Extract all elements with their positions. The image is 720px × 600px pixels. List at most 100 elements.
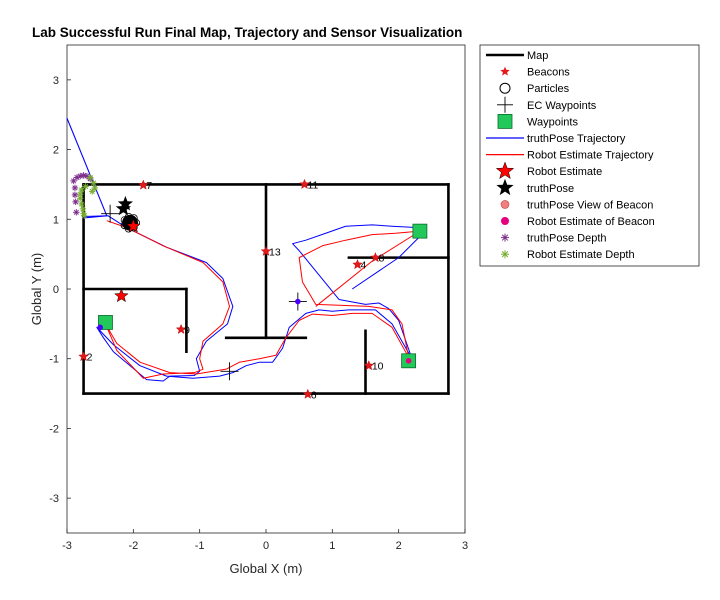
- robot-estimate-trajectory-line: [104, 220, 421, 379]
- beacon-label: 9: [184, 324, 190, 336]
- robot-markers: [114, 195, 141, 303]
- legend-swatch-asterisk: [501, 233, 509, 242]
- legend-item: truthPose Trajectory: [486, 133, 626, 145]
- beacon-marker: [352, 259, 363, 270]
- truthpose-trajectory-line: [83, 215, 426, 382]
- legend-label: truthPose View of Beacon: [527, 199, 653, 211]
- beacons: 7 11 13 48 9 2 10 6: [78, 178, 384, 401]
- legend-item: Robot Estimate Trajectory: [486, 150, 654, 162]
- legend-label: Robot Estimate of Beacon: [527, 216, 655, 228]
- legend-label: Beacons: [527, 67, 570, 79]
- robot-estimate-depth-point: [79, 205, 87, 213]
- y-tick-label: 3: [53, 75, 59, 87]
- beacon-label: 11: [307, 179, 318, 191]
- legend-label: Waypoints: [527, 116, 578, 128]
- truthpose-depth-point: [70, 177, 77, 185]
- waypoints: [98, 223, 428, 369]
- beacon-label: 10: [372, 361, 384, 373]
- robot-estimate-marker: [114, 288, 129, 303]
- legend-label: Map: [527, 50, 548, 62]
- beacon-label: 13: [269, 246, 281, 258]
- legend-item: Robot Estimate of Beacon: [501, 216, 655, 228]
- robot-estimate-marker: [126, 218, 141, 233]
- robot-estimate-depth-point: [77, 195, 84, 202]
- truthpose-depth-point: [72, 198, 79, 206]
- beacon-label: 6: [311, 389, 317, 401]
- legend-swatch-asterisk: [501, 250, 509, 259]
- chart-title: Lab Successful Run Final Map, Trajectory…: [32, 25, 462, 40]
- beacon-view-point: [405, 358, 412, 364]
- beacon-marker: [302, 388, 314, 399]
- legend-swatch-circle: [499, 82, 511, 94]
- legend-swatch-dot: [501, 217, 509, 225]
- robot-estimate-depth-point: [89, 188, 96, 195]
- x-axis-label: Global X (m): [230, 561, 303, 576]
- legend-swatch-star: [500, 66, 510, 76]
- beacon-label: 7: [146, 180, 152, 192]
- x-tick-label: 0: [263, 540, 269, 552]
- legend-item: truthPose View of Beacon: [500, 199, 653, 211]
- beacon-marker: [260, 245, 272, 256]
- robot-estimate-depth-point: [78, 186, 85, 194]
- waypoint-marker: [412, 223, 428, 239]
- x-tick-label: 2: [396, 540, 402, 552]
- truthpose-depth-point: [71, 191, 79, 199]
- legend-label: Particles: [527, 83, 570, 95]
- robot-estimate-depth-point: [78, 200, 85, 208]
- legend-box: [479, 44, 700, 267]
- legend-label: truthPose Trajectory: [527, 133, 626, 145]
- robot-estimate-depth-point: [82, 183, 89, 190]
- legend-label: Robot Estimate Trajectory: [527, 150, 654, 162]
- legend-label: EC Waypoints: [527, 100, 597, 112]
- beacon-view-point: [295, 298, 301, 305]
- particle-marker: [124, 213, 133, 221]
- legend-item: Robot Estimate Depth: [501, 249, 635, 261]
- y-axis-ticks: 3 2 1 0 -1 -2 -3: [49, 75, 71, 505]
- y-tick-label: 1: [53, 214, 59, 226]
- robot-estimate-depth-point: [90, 179, 97, 187]
- beacon-view-point: [97, 324, 103, 331]
- legend-swatch-square: [497, 114, 513, 129]
- legend-item: Beacons: [500, 66, 570, 79]
- beacon-marker: [78, 351, 89, 362]
- y-tick-label: -2: [49, 423, 59, 435]
- robot-estimate-depth-point: [91, 184, 99, 192]
- robot-estimate-depth-point: [87, 174, 94, 181]
- beacon-label: 2: [87, 352, 93, 364]
- beacon-marker: [137, 179, 149, 190]
- x-tick-label: -1: [195, 540, 205, 552]
- robot-estimate-depth-point: [81, 212, 88, 219]
- beacon-marker: [363, 360, 375, 371]
- legend-item: Map: [486, 50, 548, 62]
- legend-label: truthPose Depth: [527, 233, 607, 245]
- legend: Map Beacons Particles EC Waypoints Waypoints…: [479, 44, 700, 267]
- legend-label: truthPose: [527, 183, 574, 195]
- y-axis-label: Global Y (m): [29, 253, 44, 326]
- sensor-ray: [66, 117, 108, 217]
- y-tick-label: -1: [49, 354, 59, 366]
- ec-waypoints: [97, 204, 412, 381]
- y-tick-label: 0: [53, 284, 59, 296]
- legend-item: EC Waypoints: [497, 96, 597, 113]
- beacon-marker: [299, 178, 310, 189]
- x-tick-label: -2: [128, 540, 138, 552]
- beacon-label: 4: [361, 260, 367, 272]
- truthpose-depth-point: [73, 209, 80, 216]
- legend-item: truthPose Depth: [501, 233, 607, 245]
- truthpose-depth-point: [71, 184, 79, 192]
- x-axis-ticks: -3 -2 -1 0 1 2 3: [62, 529, 468, 552]
- legend-swatch-star-red: [495, 161, 515, 180]
- beacon-marker: [370, 252, 381, 263]
- legend-swatch-star-black: [496, 178, 514, 196]
- truthpose-marker: [117, 195, 133, 211]
- x-tick-label: 1: [329, 540, 335, 552]
- beacon-label: 8: [378, 253, 384, 265]
- depth-points: [70, 172, 99, 219]
- y-tick-label: 2: [53, 145, 59, 157]
- legend-label: Robot Estimate Depth: [527, 249, 635, 261]
- x-tick-label: -3: [62, 540, 72, 552]
- trajectories: [83, 215, 426, 382]
- legend-item: Particles: [499, 82, 570, 95]
